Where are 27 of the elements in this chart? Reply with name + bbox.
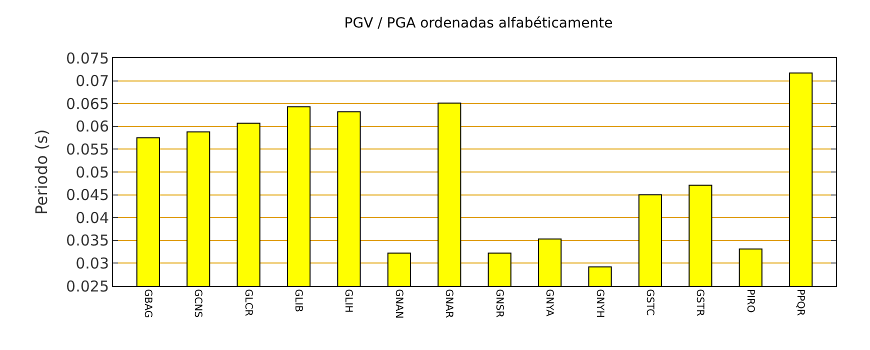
x-tick-label: GLIH: [342, 289, 354, 313]
y-tick-label: 0.055: [66, 140, 109, 158]
x-tick-label: GNAR: [443, 289, 454, 318]
x-tick-label: GCNS: [192, 289, 204, 318]
x-tick-label: PIRO: [744, 289, 756, 313]
x-tick-label: GNYA: [544, 289, 555, 317]
x-tick-label: GLIB: [292, 289, 304, 312]
x-tick-label: GNSR: [493, 289, 504, 318]
x-tick-label: GSTC: [644, 289, 655, 316]
x-tick-label: GSTR: [694, 289, 706, 316]
y-tick-label: 0.06: [76, 118, 109, 136]
y-axis-title: Periodo (s): [32, 129, 51, 215]
y-tick-label: 0.03: [76, 254, 109, 272]
y-tick-label: 0.07: [76, 72, 109, 90]
chart-title: PGV / PGA ordenadas alfabéticamente: [344, 15, 613, 32]
x-tick-label: GBAG: [142, 289, 153, 318]
x-tick-label: GNYH: [594, 289, 605, 318]
x-tick-label: PPQR: [794, 289, 806, 316]
y-tick-label: 0.075: [66, 49, 109, 68]
x-tick-label: GLCR: [242, 289, 254, 316]
y-tick-label: 0.05: [76, 163, 109, 182]
y-tick-label: 0.035: [66, 232, 109, 250]
y-tick-label: 0.045: [66, 186, 109, 204]
y-tick-label: 0.04: [76, 208, 109, 227]
y-tick-label: 0.065: [66, 94, 109, 113]
x-tick-label: GNAN: [392, 289, 404, 319]
y-tick-label: 0.025: [66, 277, 109, 296]
